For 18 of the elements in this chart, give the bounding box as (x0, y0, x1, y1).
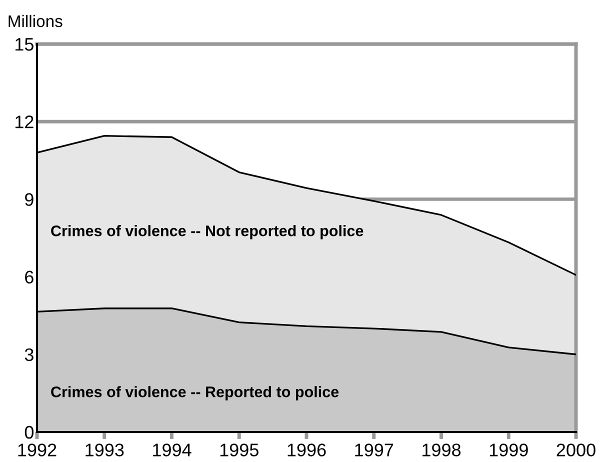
x-tick-label: 2000 (556, 444, 596, 456)
series-label: Crimes of violence -- Not reported to police (51, 225, 364, 240)
x-tick-label: 1998 (422, 444, 461, 456)
x-tick-label: 1992 (18, 444, 56, 456)
x-tick-label: 1995 (220, 444, 258, 456)
y-tick-label: 0 (24, 426, 34, 439)
x-tick-label: 1994 (153, 444, 192, 456)
y-tick-label: 12 (16, 116, 34, 128)
y-tick-label: 6 (25, 270, 34, 284)
x-tick-label: 1999 (490, 444, 528, 456)
series-label: Crimes of violence -- Reported to police (51, 386, 339, 400)
y-tick-label: 9 (25, 193, 34, 206)
x-tick-label: 1993 (86, 444, 124, 456)
y-tick-label: 15 (16, 38, 34, 51)
y-axis-title: Millions (8, 14, 62, 28)
y-tick-label: 3 (24, 348, 34, 362)
x-tick-label: 1997 (355, 444, 394, 456)
x-tick-label: 1996 (288, 444, 326, 456)
